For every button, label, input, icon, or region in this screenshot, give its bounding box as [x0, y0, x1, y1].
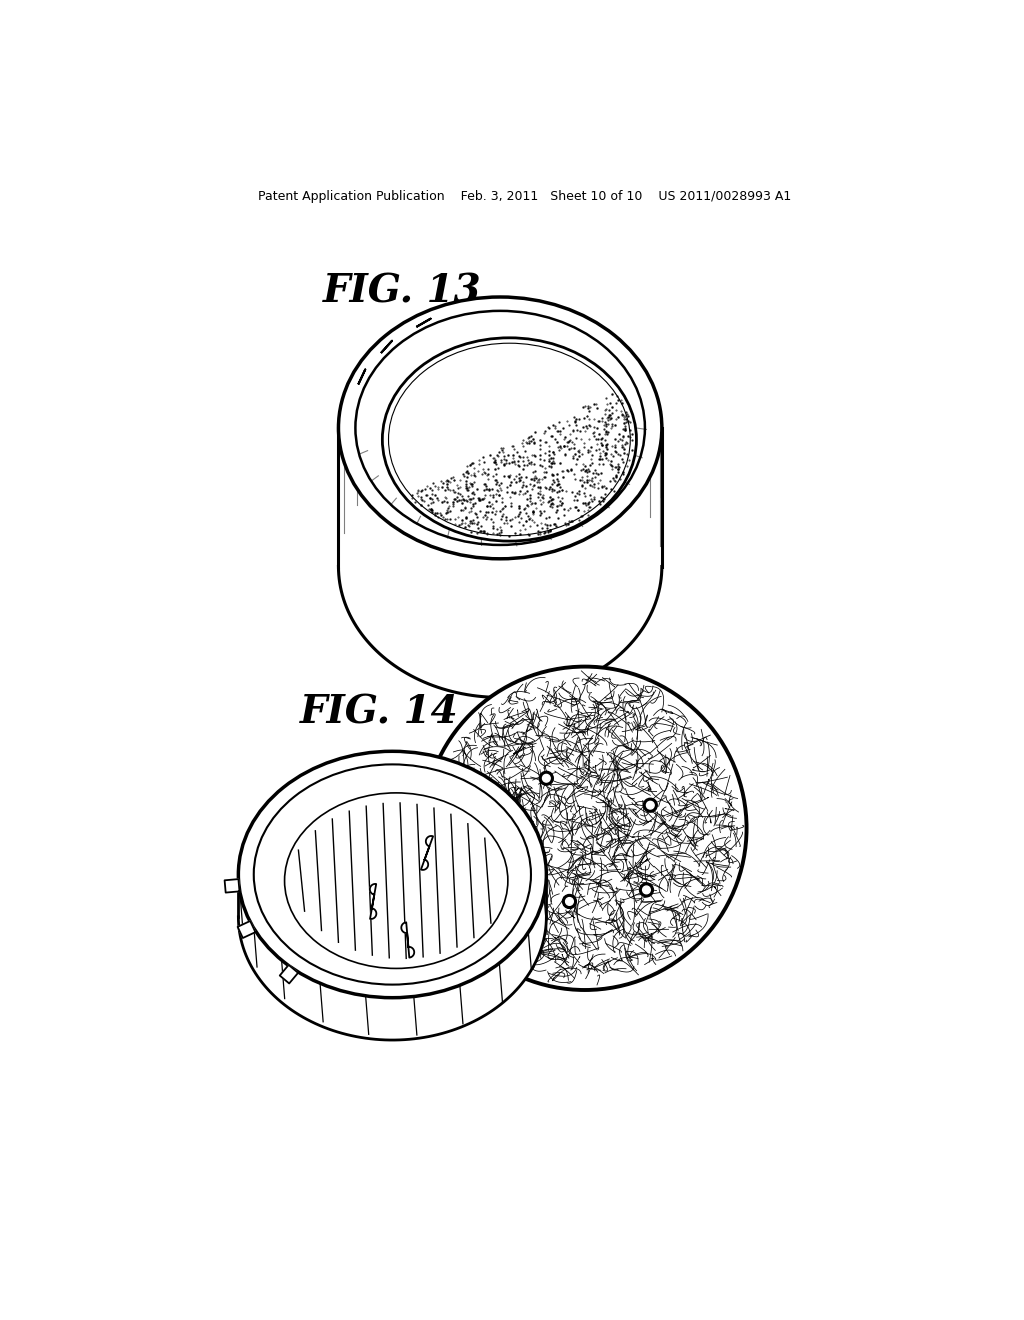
Circle shape	[646, 801, 654, 809]
Text: Patent Application Publication    Feb. 3, 2011   Sheet 10 of 10    US 2011/00289: Patent Application Publication Feb. 3, 2…	[258, 190, 792, 203]
Circle shape	[640, 883, 653, 896]
Ellipse shape	[239, 751, 547, 998]
Ellipse shape	[254, 764, 531, 985]
Polygon shape	[239, 874, 547, 1040]
Ellipse shape	[355, 312, 645, 545]
Polygon shape	[280, 965, 298, 983]
Polygon shape	[224, 879, 240, 892]
Circle shape	[562, 895, 577, 908]
Circle shape	[540, 771, 553, 785]
Circle shape	[643, 799, 657, 812]
Circle shape	[423, 667, 746, 990]
Polygon shape	[417, 318, 431, 326]
Circle shape	[643, 886, 650, 894]
Ellipse shape	[339, 436, 662, 697]
Polygon shape	[238, 921, 255, 939]
Ellipse shape	[382, 338, 637, 541]
Polygon shape	[370, 884, 377, 919]
Ellipse shape	[239, 751, 547, 998]
Circle shape	[565, 898, 573, 906]
Ellipse shape	[339, 297, 662, 558]
Polygon shape	[401, 923, 415, 957]
Polygon shape	[421, 836, 433, 870]
Circle shape	[543, 775, 550, 781]
Polygon shape	[382, 341, 392, 352]
Ellipse shape	[285, 793, 508, 969]
Ellipse shape	[339, 297, 662, 558]
Text: FIG. 14: FIG. 14	[300, 693, 459, 731]
Text: FIG. 13: FIG. 13	[323, 272, 481, 310]
Polygon shape	[358, 370, 366, 384]
